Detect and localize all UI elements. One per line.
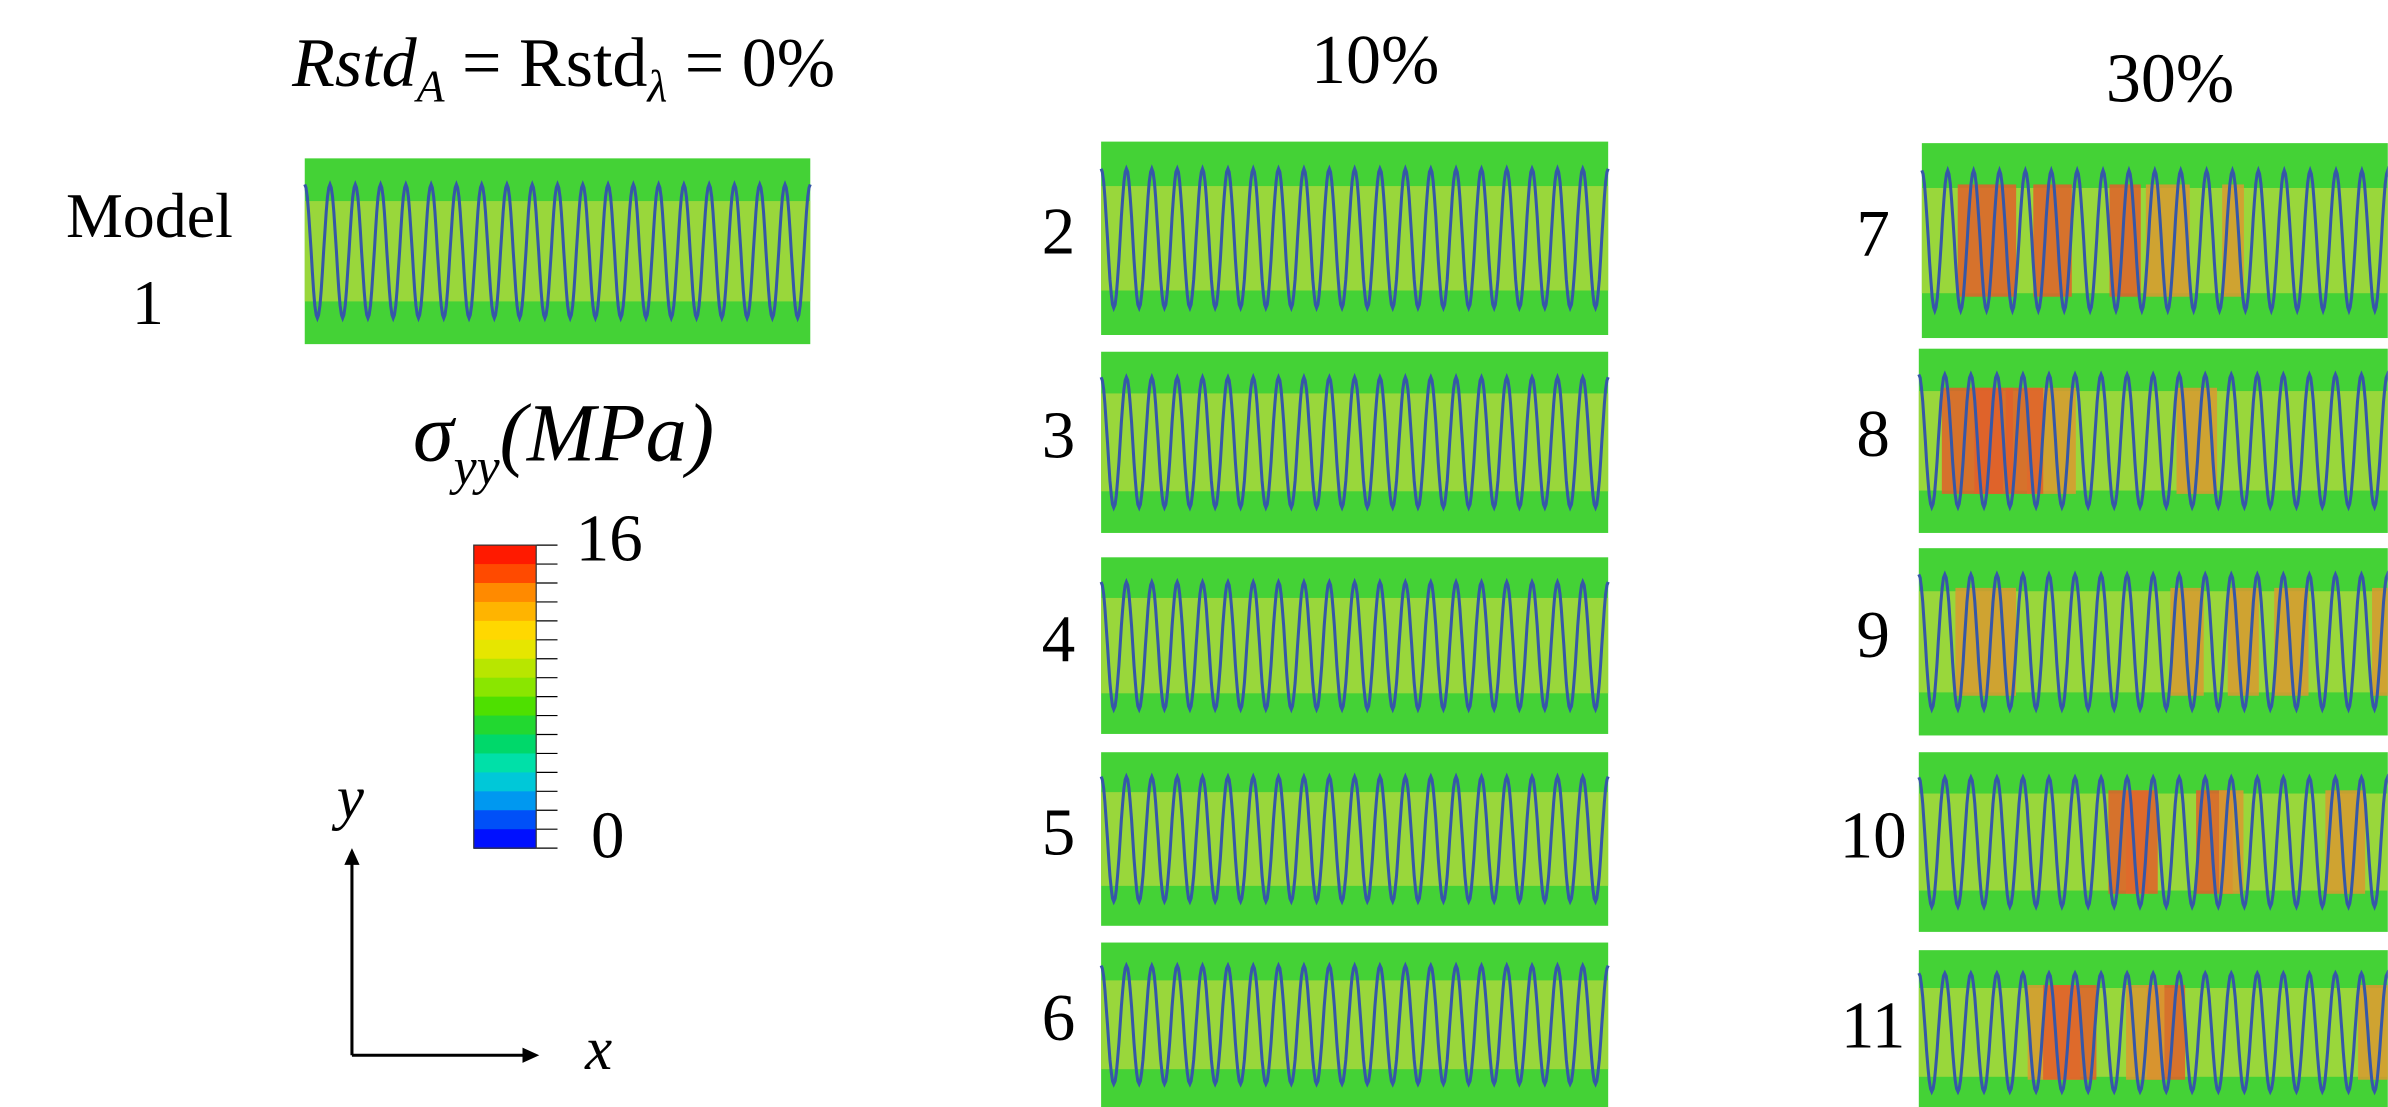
- colorbar-band: [474, 772, 536, 792]
- colorbar-band: [474, 621, 536, 641]
- figure: RstdA = Rstdλ = 0% 10% 30% Model 1 σyy(M…: [0, 0, 2388, 1107]
- colorbar-band: [474, 659, 536, 679]
- colorbar-band: [474, 716, 536, 736]
- stress-panel: [1922, 143, 2388, 338]
- panel-label: 7: [1856, 197, 1890, 271]
- stress-band: [305, 201, 811, 301]
- stress-panel: [1101, 142, 1608, 335]
- colorbar-band: [474, 564, 536, 584]
- colorbar-min: 0: [591, 798, 625, 872]
- column-title: 10%: [1311, 22, 1439, 99]
- stress-panel: [1919, 349, 2388, 533]
- stress-panel: [1919, 548, 2388, 735]
- panel-label: 6: [1042, 981, 1075, 1055]
- colorbar-max: 16: [576, 502, 643, 576]
- panel-label: 9: [1856, 598, 1890, 672]
- panel-label: 4: [1042, 602, 1075, 676]
- colorbar: [474, 545, 558, 849]
- colorbar-band: [474, 678, 536, 698]
- panel-label: 3: [1042, 399, 1075, 473]
- y-axis-label: y: [331, 765, 365, 832]
- panel-label: 8: [1856, 397, 1890, 471]
- stress-band: [1101, 598, 1608, 693]
- panel-label: 5: [1042, 795, 1075, 869]
- x-axis-label: x: [584, 1016, 612, 1083]
- panel-label: 11: [1841, 989, 1906, 1063]
- heading: RstdA = Rstdλ = 0%: [291, 25, 835, 112]
- stress-panel: [1101, 557, 1608, 734]
- heading-sub: A: [414, 61, 446, 112]
- heading-sub: λ: [645, 61, 667, 112]
- stress-panel: [1101, 352, 1608, 533]
- stress-panel: [305, 158, 811, 344]
- colorbar-title-part: (MPa): [500, 387, 715, 478]
- panel-label: 1: [132, 267, 164, 338]
- arrowhead: [344, 848, 359, 865]
- colorbar-band: [474, 753, 536, 773]
- colorbar-title: σyy(MPa): [413, 387, 714, 495]
- stress-hotspot: [2033, 184, 2072, 296]
- stress-panel: [1919, 752, 2388, 932]
- colorbar-title-sub: yy: [449, 439, 500, 496]
- colorbar-band: [474, 735, 536, 755]
- colorbar-band: [474, 602, 536, 622]
- heading-part: Rstd: [291, 25, 417, 102]
- heading-part: = Rstd: [445, 25, 648, 102]
- panel-label: Model: [66, 180, 233, 251]
- colorbar-band: [474, 583, 536, 603]
- colorbar-band: [474, 829, 536, 849]
- panel-label: 2: [1042, 195, 1075, 269]
- colorbar-band: [474, 810, 536, 830]
- stress-band: [1101, 186, 1608, 290]
- panel-label: 10: [1840, 798, 1907, 872]
- stress-band: [1101, 980, 1608, 1069]
- axes-triad: [344, 848, 539, 1063]
- arrowhead: [522, 1048, 539, 1063]
- colorbar-band: [474, 697, 536, 717]
- stress-band: [1101, 792, 1608, 886]
- panels: 2 3 4 5 6 7 8 9 10 11: [305, 142, 2388, 1107]
- colorbar-title-part: σ: [413, 387, 457, 478]
- colorbar-band: [474, 640, 536, 660]
- stress-hotspot: [2006, 388, 2043, 494]
- stress-panel: [1101, 943, 1608, 1107]
- stress-panel: [1101, 752, 1608, 926]
- stress-band: [1101, 393, 1608, 491]
- colorbar-band: [474, 545, 536, 565]
- heading-part: = 0%: [667, 25, 835, 102]
- colorbar-band: [474, 791, 536, 811]
- stress-panel: [1919, 950, 2388, 1107]
- column-title: 30%: [2106, 40, 2234, 117]
